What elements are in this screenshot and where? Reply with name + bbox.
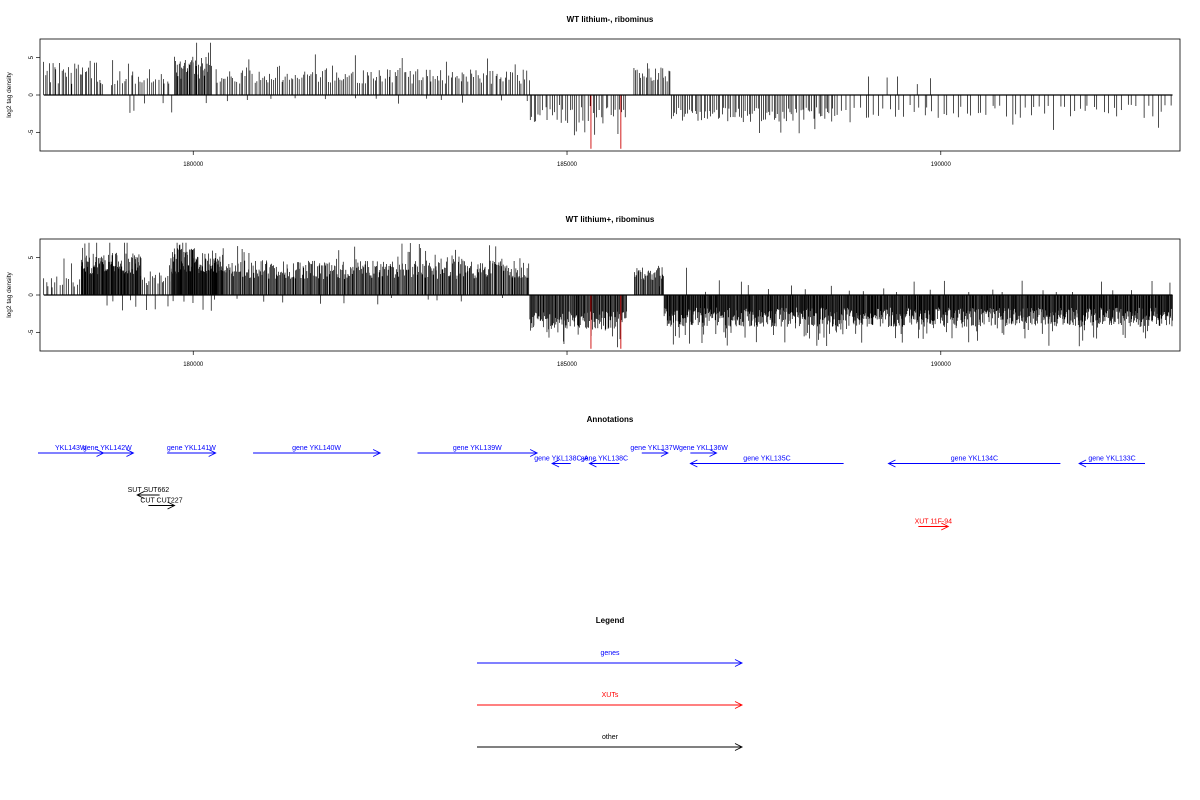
annotation-label: gene YKL140W [292, 445, 341, 452]
annotation-feature-2: gene YKL141W [167, 445, 217, 457]
annotation-label: gene YKL139W [453, 445, 502, 452]
y-tick-label-2: 5 [29, 55, 35, 59]
annotation-label: gene YKL133C [1088, 456, 1135, 463]
legend-items: genes XUTs other [477, 650, 744, 751]
annotation-arrow-head [529, 449, 539, 457]
y-tick-label-1: 0 [29, 93, 35, 97]
annotation-feature-6: gene YKL138C [581, 456, 628, 468]
legend-label: genes [600, 650, 620, 657]
x-tick-label-2: 190000 [931, 162, 952, 168]
annotation-arrow-head [887, 459, 896, 468]
panel-2-bars [43, 242, 1173, 349]
annotation-label: gene YKL142W [83, 445, 132, 452]
y-tick-label-2: 5 [29, 255, 35, 259]
legend-item-0: genes [477, 650, 744, 667]
panel-1-title: WT lithium-, ribominus [567, 15, 654, 24]
annotation-feature-9: gene YKL135C [689, 456, 844, 468]
annotation-feature-3: gene YKL140W [253, 445, 382, 457]
annotation-feature-12: SUT SUT662 [128, 487, 170, 499]
annotation-arrow-head [588, 459, 597, 468]
x-tick-label-1: 185000 [557, 362, 578, 368]
annotation-arrow-head [208, 449, 217, 457]
annotation-feature-13: CUT CUT227 [140, 498, 183, 510]
annotation-arrow-head [941, 522, 950, 531]
legend-label: other [602, 734, 619, 741]
legend-item-2: other [477, 734, 744, 751]
annotation-feature-8: gene YKL136W [679, 445, 728, 457]
legend-label: XUTs [602, 692, 619, 699]
annotation-feature-4: gene YKL139W [417, 445, 539, 457]
annotation-arrow-head [660, 449, 669, 457]
annotation-arrow-head [136, 491, 145, 499]
annotation-arrow-head [709, 449, 718, 457]
legend: Legend genes XUTs other [477, 616, 744, 751]
panel-1-axes: 180000 185000 190000 -5 0 5 [29, 55, 1173, 168]
annotation-label: YKL143W [55, 445, 87, 452]
annotation-arrow-head [126, 449, 135, 457]
panel-1-bars [43, 42, 1172, 149]
legend-item-1: XUTs [477, 692, 744, 709]
annotation-label: XUT 11F-94 [915, 519, 953, 526]
annotation-arrow-head [167, 501, 176, 510]
x-tick-label-1: 185000 [557, 162, 578, 168]
panel-lithium-plus: WT lithium+, ribominus log2 tag density … [6, 215, 1181, 368]
annotation-label: SUT SUT662 [128, 487, 170, 494]
legend-arrow-head [734, 701, 744, 709]
legend-title: Legend [596, 616, 625, 625]
y-tick-label-1: 0 [29, 293, 35, 297]
annotation-feature-10: gene YKL134C [887, 456, 1061, 468]
annotation-label: gene YKL141W [167, 445, 216, 452]
annotation-feature-5: gene YKL138C-A [534, 456, 589, 468]
panel-2-ylabel: log2 tag density [6, 271, 13, 317]
annotation-label: gene YKL135C [743, 456, 790, 463]
panel-1-ylabel: log2 tag density [6, 71, 13, 117]
annotation-label: gene YKL137W [630, 445, 679, 452]
annotation-feature-11: gene YKL133C [1078, 456, 1145, 468]
y-tick-label-0: -5 [29, 329, 35, 335]
annotation-arrow-head [1078, 459, 1087, 468]
panel-lithium-minus: WT lithium-, ribominus log2 tag density … [6, 15, 1181, 168]
x-tick-label-2: 190000 [931, 362, 952, 368]
legend-arrow-head [734, 659, 744, 667]
annotation-label: gene YKL136W [679, 445, 728, 452]
annotations-title: Annotations [587, 415, 634, 424]
annotation-feature-14: XUT 11F-94 [915, 519, 953, 531]
annotation-label: gene YKL138C-A [534, 456, 589, 463]
annotation-feature-1: gene YKL142W [81, 445, 135, 457]
annotation-label: gene YKL138C [581, 456, 628, 463]
legend-arrow-head [734, 743, 744, 751]
annotation-arrow-head [372, 449, 382, 457]
panel-2-title: WT lithium+, ribominus [566, 215, 655, 224]
panel-2-axes: 180000 185000 190000 -5 0 5 [29, 255, 1173, 368]
x-tick-label-0: 180000 [183, 162, 204, 168]
annotation-arrow-head [689, 459, 698, 468]
annotation-arrow-head [551, 459, 560, 468]
annotation-feature-7: gene YKL137W [630, 445, 680, 457]
y-tick-label-0: -5 [29, 129, 35, 135]
annotation-label: gene YKL134C [951, 456, 998, 463]
annotation-label: CUT CUT227 [140, 498, 182, 505]
x-tick-label-0: 180000 [183, 362, 204, 368]
